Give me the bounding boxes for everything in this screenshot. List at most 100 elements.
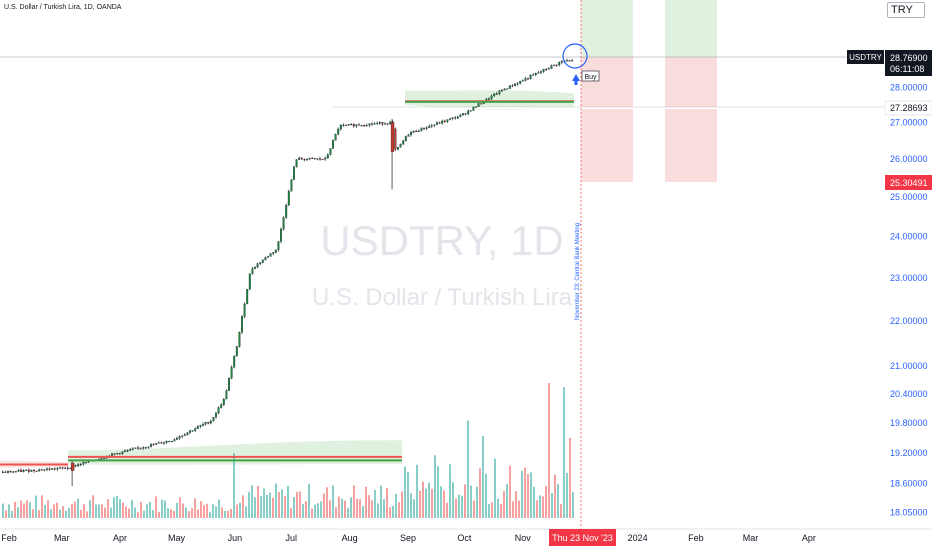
long-position-1-target-zone[interactable]: [581, 0, 633, 57]
long-position-2-target-zone[interactable]: [665, 0, 717, 57]
currency-selector[interactable]: TRY: [887, 2, 925, 18]
candle-body: [173, 439, 176, 442]
volume-bar: [284, 496, 286, 518]
candle-body: [373, 123, 376, 125]
candle-body: [399, 143, 402, 148]
candle-body: [454, 117, 457, 119]
volume-bar: [248, 491, 250, 518]
price-tick-label: 21.00000: [890, 361, 928, 371]
volume-bars: [2, 383, 574, 518]
candle-body: [456, 116, 459, 119]
volume-bar: [323, 493, 325, 518]
buy-arrow-icon[interactable]: [572, 74, 580, 85]
price-tick-label: 18.05000: [890, 508, 928, 518]
candle-body: [368, 123, 371, 126]
candle-body: [139, 447, 142, 449]
volume-bar: [134, 507, 136, 518]
watermark-ticker: USDTRY, 1D: [320, 217, 564, 264]
volume-bar: [158, 511, 160, 518]
volume-bar: [530, 472, 532, 518]
candle-body: [306, 158, 308, 161]
candle-body: [300, 157, 303, 160]
volume-bar: [143, 510, 145, 518]
volume-bar: [428, 482, 430, 518]
volume-bar: [260, 496, 262, 518]
volume-bar: [128, 508, 130, 518]
candle-body: [558, 62, 561, 66]
volume-bar: [572, 492, 574, 518]
volume-bar: [80, 509, 82, 518]
candle-body: [519, 80, 522, 84]
candle-body: [540, 71, 542, 73]
candle-body: [469, 110, 472, 112]
indicator-lines: [0, 100, 574, 466]
volume-bar: [272, 497, 274, 518]
candlesticks: [1, 58, 574, 487]
volume-bar: [365, 486, 367, 518]
volume-bar: [299, 491, 301, 518]
candle-body: [155, 443, 158, 445]
volume-bar: [419, 490, 421, 518]
candle-body: [280, 229, 282, 242]
candle-body: [311, 157, 314, 159]
volume-bar: [557, 484, 559, 518]
candle-body: [365, 125, 368, 127]
candle-body: [386, 123, 389, 125]
candle-body: [313, 158, 316, 160]
candle-body: [176, 438, 178, 440]
volume-bar: [566, 472, 568, 518]
long-position-2-stop-zone[interactable]: [665, 57, 717, 182]
candle-body: [503, 88, 506, 91]
volume-bar: [35, 495, 37, 518]
volume-bar: [467, 420, 469, 518]
candle-body: [571, 60, 574, 62]
candle-body: [472, 106, 475, 111]
time-axis[interactable]: Feb Mar Apr May Jun Jul Aug Sep Oct Nov 2024 Feb Mar…: [1, 533, 816, 543]
candle-body: [116, 453, 119, 455]
candle-body: [352, 124, 355, 127]
volume-bar: [62, 506, 64, 518]
volume-bar: [437, 466, 439, 518]
volume-bar: [185, 507, 187, 518]
candle-body: [215, 412, 217, 418]
candle-body: [204, 422, 207, 425]
volume-bar: [476, 486, 478, 518]
volume-bar: [545, 485, 547, 518]
highlight-circle[interactable]: [562, 43, 588, 69]
volume-bar: [161, 499, 163, 518]
candle-body: [61, 467, 64, 469]
volume-bar: [122, 502, 124, 518]
time-tick-label: Mar: [54, 533, 70, 543]
volume-bar: [314, 504, 316, 518]
price-axis[interactable]: 29.0000028.0000027.0000026.0000025.00000…: [890, 48, 928, 517]
volume-bar: [359, 499, 361, 518]
candle-body: [254, 266, 256, 269]
volume-bar: [410, 493, 412, 518]
volume-bar: [71, 503, 73, 518]
candle-body: [508, 85, 511, 89]
candle-body: [186, 432, 189, 435]
candle-body: [371, 123, 373, 125]
volume-bar: [302, 504, 304, 518]
candle-body: [464, 113, 467, 115]
stop-price-label: 25.30491: [890, 178, 928, 188]
price-tick-label: 26.00000: [890, 154, 928, 164]
candle-body: [285, 205, 288, 218]
volume-bar: [56, 502, 58, 518]
candle-body: [228, 378, 230, 391]
candle-body: [160, 442, 163, 444]
candle-body: [77, 464, 80, 467]
candle-body: [256, 263, 259, 268]
key-candle-body: [70, 462, 75, 471]
candle-body: [521, 80, 524, 82]
volume-bar: [458, 494, 460, 518]
volume-bar: [497, 498, 499, 518]
volume-bar: [311, 508, 313, 518]
candle-body: [66, 467, 69, 469]
volume-bar: [197, 509, 199, 518]
candle-body: [233, 355, 236, 368]
volume-bar: [23, 503, 25, 518]
volume-bar: [5, 510, 7, 518]
volume-bar: [107, 499, 109, 518]
